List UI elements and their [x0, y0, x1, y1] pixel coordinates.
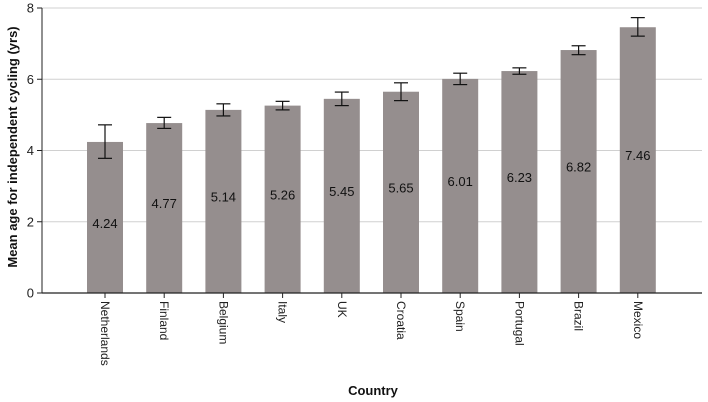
gridlines: [42, 7, 702, 223]
data-labels: 4.24 4.77 5.14 5.26 5.45 5.65 6.01 6.23 6.82 7.46: [92, 148, 650, 231]
data-label: 4.24: [92, 216, 117, 231]
bar: [205, 109, 242, 293]
y-tick-label: 6: [27, 72, 34, 87]
bar: [323, 98, 360, 293]
y-tick-label: 8: [27, 1, 34, 16]
data-label: 5.45: [329, 184, 354, 199]
data-label: 6.01: [448, 174, 473, 189]
x-tick-label: Finland: [157, 301, 171, 340]
bar: [442, 78, 479, 293]
data-label: 5.65: [388, 180, 413, 195]
x-tick-label: Belgium: [216, 301, 230, 344]
x-tick-label: UK: [335, 301, 349, 318]
x-tick-label: Brazil: [572, 301, 586, 331]
y-axis-title: Mean age for independent cycling (yrs): [5, 26, 20, 267]
x-tick-label: Netherlands: [98, 301, 112, 366]
x-axis-title: Country: [348, 383, 399, 398]
error-bars: [98, 17, 645, 159]
data-label: 4.77: [152, 196, 177, 211]
x-tick-label: Portugal: [512, 301, 526, 346]
data-label: 7.46: [625, 148, 650, 163]
y-tick-label: 4: [27, 143, 34, 158]
data-label: 5.26: [270, 187, 295, 202]
x-tick-label: Croatia: [394, 301, 408, 340]
bar: [87, 141, 123, 293]
x-tick-label: Italy: [276, 301, 290, 323]
bar: [619, 27, 656, 294]
x-tick-label: Mexico: [631, 301, 645, 339]
data-label: 6.23: [507, 170, 532, 185]
y-tick-label: 2: [27, 214, 34, 229]
axes: 0 2 4 6 8 Netherlands Finland Belgium Italy UK Cro…: [27, 1, 702, 366]
data-label: 6.82: [566, 160, 591, 175]
bar: [146, 123, 183, 293]
bar: [560, 50, 597, 293]
bar: [383, 91, 419, 293]
data-label: 5.14: [211, 189, 236, 204]
bars: [87, 27, 656, 294]
y-tick-label: 0: [27, 286, 34, 301]
bar: [264, 105, 301, 293]
x-tick-label: Spain: [453, 301, 467, 332]
bar: [501, 71, 538, 294]
